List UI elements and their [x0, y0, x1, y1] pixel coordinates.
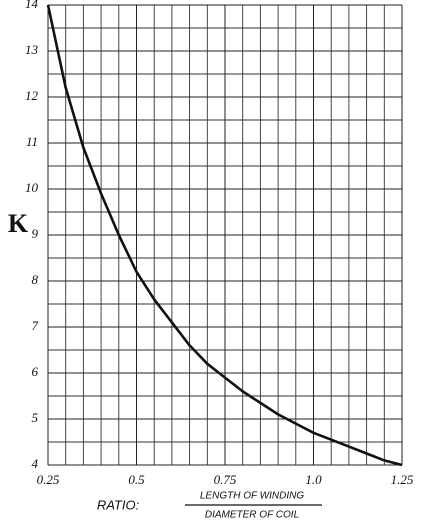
x-axis-label: RATIO: [97, 497, 140, 512]
curve [46, 4, 403, 467]
y-tick-label: 4 [32, 456, 39, 471]
y-tick-label: 13 [25, 42, 39, 57]
x-tick-label: 0.25 [37, 472, 60, 487]
y-tick-label: 11 [26, 134, 38, 149]
y-tick-label: 7 [32, 318, 39, 333]
y-tick-label: 9 [32, 226, 39, 241]
y-tick-label: 12 [25, 88, 39, 103]
x-tick-label: 0.5 [128, 472, 145, 487]
x-label-numerator: LENGTH OF WINDING [200, 491, 304, 502]
x-tick-label: 1.25 [391, 472, 414, 487]
y-axis-label: K [8, 209, 29, 238]
y-tick-label: 8 [32, 272, 39, 287]
y-tick-label: 5 [32, 410, 39, 425]
x-label-denominator: DIAMETER OF COIL [205, 510, 299, 521]
y-tick-label: 14 [25, 0, 39, 11]
x-tick-label: 0.75 [214, 472, 237, 487]
y-tick-label: 10 [25, 180, 39, 195]
y-tick-label: 6 [32, 364, 39, 379]
x-tick-label: 1.0 [305, 472, 322, 487]
